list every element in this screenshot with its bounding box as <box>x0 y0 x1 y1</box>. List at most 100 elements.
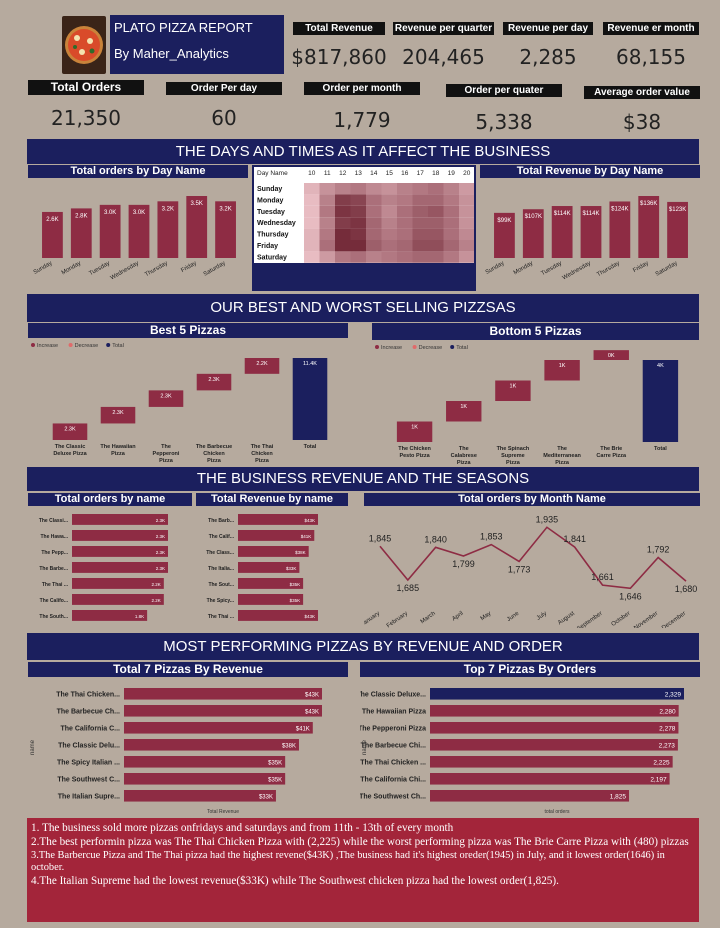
bottom5-tick-label: The Brie <box>600 446 622 452</box>
top7-revenue-bar <box>124 705 322 717</box>
kpi-revenue-day-label: Revenue per day <box>503 22 593 35</box>
heatmap-cell <box>350 217 366 229</box>
top7-orders-tick-label: The Southwest Ch... <box>360 794 426 801</box>
orders-by-day-bar <box>70 208 92 258</box>
heatmap-cell <box>381 251 397 263</box>
best5-tick-label: Pepperoni <box>153 451 180 457</box>
bottom5-value-label: 1K <box>460 404 467 410</box>
best5-tick-label: Pizza <box>255 458 270 464</box>
heatmap-cell <box>412 240 428 252</box>
revenue-by-name-bar <box>238 610 318 621</box>
bottom5-bar <box>446 401 482 422</box>
bottom5-tick-label: Calabrese <box>451 453 477 459</box>
bottom5-chart: Increase Decrease Total 1K The ChickenPesto … <box>375 345 679 464</box>
bottom5-value-label: 0K <box>608 353 615 359</box>
orders-by-month-line <box>379 526 687 590</box>
best5-tick-label: The Classic <box>55 444 86 450</box>
heatmap-cell <box>335 183 351 195</box>
kpi-total-revenue-label: Total Revenue <box>293 22 385 35</box>
top7-orders-bar <box>430 739 678 751</box>
orders-by-month-title: Total orders by Month Name <box>364 493 700 506</box>
heatmap-cell <box>443 228 459 240</box>
top7-revenue-tick-label: The Southwest C... <box>57 777 120 784</box>
orders-by-day-title: Total orders by Day Name <box>28 165 248 178</box>
top7-orders-value-label: 2,273 <box>659 742 676 749</box>
best5-bar <box>244 358 280 374</box>
heatmap-cell <box>366 217 382 229</box>
revenue-by-name-bar <box>238 514 318 525</box>
revenue-by-day-value-label: $136K <box>640 201 657 207</box>
orders-by-month-value-label: 1,935 <box>536 514 559 524</box>
heatmap-cell <box>397 240 413 252</box>
top7-orders-bar <box>430 688 684 700</box>
bottom5-bar <box>593 350 629 360</box>
orders-by-month-value-label: 1,853 <box>480 532 503 542</box>
heatmap-cell <box>366 240 382 252</box>
orders-by-name-tick-label: The Thai ... <box>42 582 69 588</box>
revenue-by-day-chart: $99K Sunday $107K Monday $114K Tuesday $114K We… <box>485 196 688 282</box>
orders-by-name-bar <box>72 578 164 589</box>
top7-orders-bar <box>430 773 670 785</box>
report-title: PLATO PIZZA REPORT <box>114 20 253 35</box>
bottom5-legend-label: Increase <box>381 345 402 351</box>
best5-tick-label: Total <box>304 444 317 450</box>
heatmap-cell <box>366 194 382 206</box>
heatmap-cell <box>335 217 351 229</box>
revenue-by-name-tick-label: The Italia... <box>208 566 234 572</box>
bottom5-bar <box>396 421 433 442</box>
revenue-by-day-bar <box>580 206 602 258</box>
heatmap-cell <box>412 228 428 240</box>
best5-value-label: 2.2K <box>256 361 268 367</box>
heatmap-hour-label: 19 <box>448 170 456 177</box>
heatmap-cell <box>412 251 428 263</box>
heatmap-cell <box>428 205 444 218</box>
orders-by-name-tick-label: The Pepp... <box>41 550 68 556</box>
heatmap-cell <box>319 228 335 240</box>
orders-by-name-value-label: 2.2K <box>152 582 161 587</box>
best5-tick-label: Pizza <box>111 451 126 457</box>
bottom5-tick-label: Total <box>654 446 667 452</box>
heatmap-hour-label: 12 <box>339 170 347 177</box>
insights-notes: 1. The business sold more pizzas onfrida… <box>27 818 699 922</box>
kpi-aov-value: $38 <box>622 110 662 134</box>
top7-revenue-value-label: $33K <box>259 794 273 800</box>
top7-orders-title: Top 7 Pizzas By Orders <box>360 662 700 677</box>
orders-by-month-tick-label: January <box>364 611 381 628</box>
orders-by-day-tick-label: Thursday <box>144 261 169 279</box>
heatmap-cell <box>304 183 320 195</box>
bottom5-value-label: 1K <box>411 425 418 431</box>
kpi-order-month-label: Order per month <box>304 82 420 95</box>
orders-by-name-bar <box>72 514 168 525</box>
orders-by-day-chart: 2.6K Sunday 2.8K Monday 3.0K Tuesday 3.0K Wedne… <box>33 196 236 282</box>
orders-by-name-tick-label: The Califo... <box>40 598 69 604</box>
kpi-total-orders-label: Total Orders <box>28 80 144 95</box>
orders-by-month-value-label: 1,840 <box>424 534 447 544</box>
top7-revenue-y-axis-label: name <box>30 739 36 755</box>
orders-by-day-bar <box>157 201 179 258</box>
kpi-revenue-month-label: Revenue er month <box>603 22 699 35</box>
top7-revenue-value-label: $35K <box>268 777 282 783</box>
bottom5-bar <box>642 360 679 442</box>
heatmap-hour-label: 15 <box>386 170 394 177</box>
top7-revenue-bar <box>124 756 286 768</box>
revenue-by-day-bar <box>551 206 573 258</box>
orders-by-month-tick-label: May <box>480 611 493 622</box>
top7-revenue-tick-label: The Barbecue Ch... <box>57 709 120 716</box>
orders-by-month-value-label: 1,773 <box>508 564 531 574</box>
kpi-revenue-quarter-label: Revenue per quarter <box>393 22 494 35</box>
revenue-by-name-bar <box>238 546 309 557</box>
revenue-by-day-tick-label: Saturday <box>655 261 679 278</box>
bottom5-tick-label: Pizza <box>506 460 521 464</box>
bottom5-tick-label: Supreme <box>501 453 525 459</box>
heatmap-cell <box>443 194 459 206</box>
orders-by-name-tick-label: The Barbe... <box>39 566 68 572</box>
revenue-by-day-bar <box>638 196 660 258</box>
revenue-by-name-bar <box>238 578 304 589</box>
heatmap-hour-label: 11 <box>324 170 331 177</box>
top7-orders-chart: 2,329 The Classic Deluxe... 2,280 The Hawai… <box>360 688 684 815</box>
heatmap-cell <box>335 228 351 240</box>
top7-orders-tick-label: The Barbecue Chi... <box>361 743 426 750</box>
section-seasons: THE BUSINESS REVENUE AND THE SEASONS <box>27 467 699 491</box>
revenue-by-name-tick-label: The Spicy... <box>207 598 235 604</box>
revenue-by-name-value-label: $33K <box>286 566 297 571</box>
